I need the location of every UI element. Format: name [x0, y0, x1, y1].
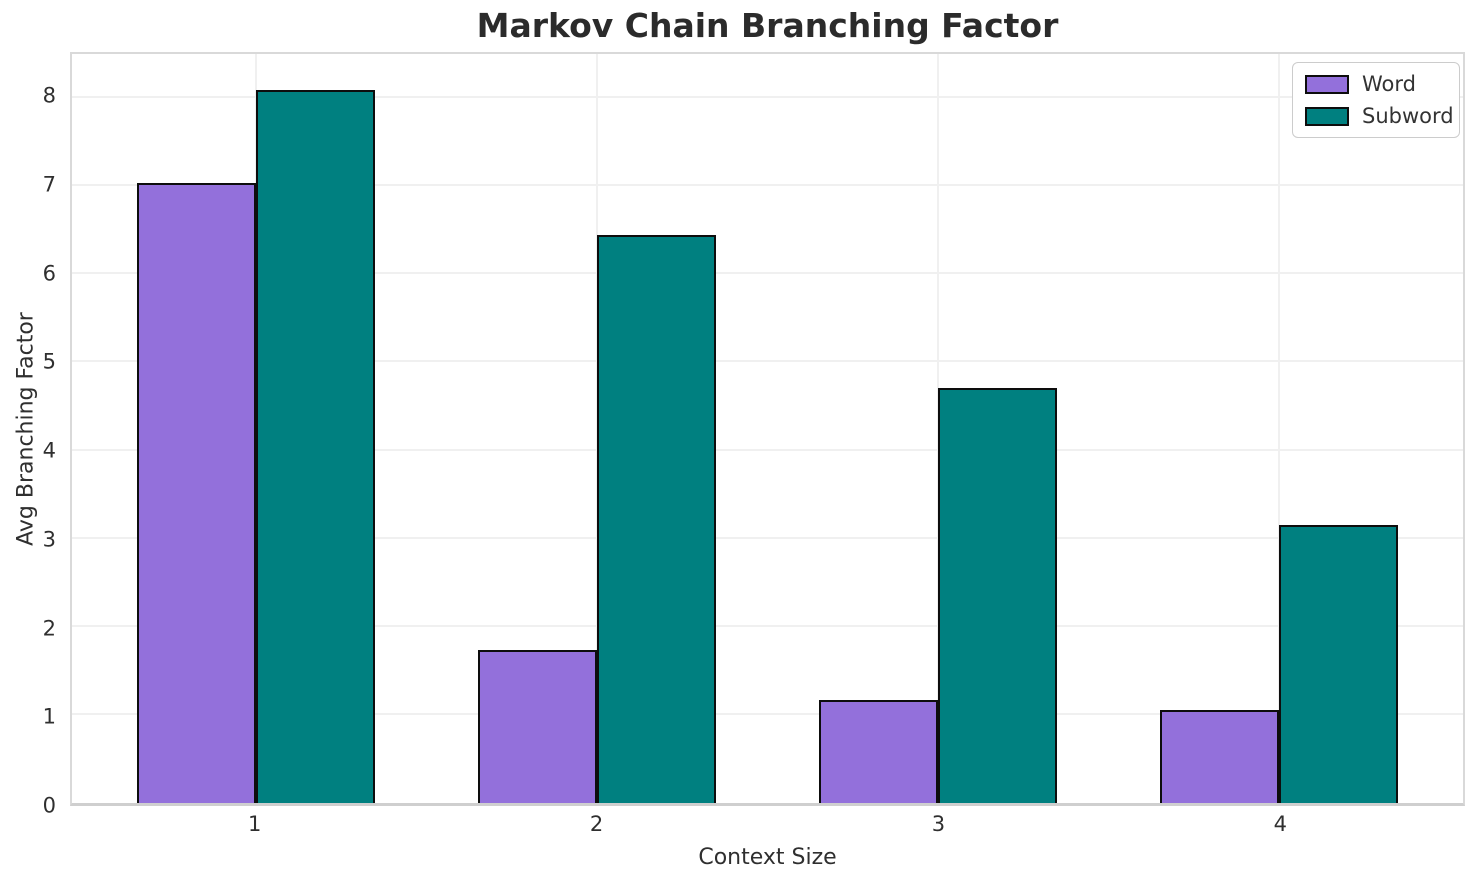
bar-word-4	[1159, 709, 1279, 803]
x-tick-label: 4	[1273, 812, 1288, 836]
y-gridline	[72, 96, 1463, 99]
chart-title: Markov Chain Branching Factor	[476, 6, 1059, 45]
x-tick-label: 2	[589, 812, 604, 836]
x-gridline	[1277, 54, 1280, 803]
legend-label-word: Word	[1362, 72, 1416, 96]
legend-item-subword: Subword	[1305, 104, 1454, 128]
x-tick-label: 1	[247, 812, 262, 836]
x-axis-label: Context Size	[698, 845, 837, 870]
plot-area	[70, 52, 1465, 806]
y-tick-label: 0	[42, 793, 56, 818]
bar-word-1	[136, 182, 257, 803]
legend-swatch-word	[1305, 74, 1349, 94]
y-gridline	[72, 448, 1463, 451]
bar-subword-1	[256, 90, 376, 803]
bar-word-2	[477, 649, 598, 803]
bar-subword-3	[937, 387, 1058, 803]
legend: Word Subword	[1292, 62, 1460, 138]
y-tick-label: 1	[42, 704, 56, 729]
y-gridline	[72, 624, 1463, 627]
y-tick-label: 6	[42, 261, 56, 286]
y-gridline	[72, 272, 1463, 275]
y-tick-label: 2	[42, 616, 56, 641]
y-gridline	[72, 360, 1463, 363]
y-tick-label: 5	[42, 349, 56, 374]
bar-subword-2	[597, 234, 717, 803]
y-tick-label: 7	[42, 172, 56, 197]
x-axis-ticks: 1 2 3 4	[70, 814, 1465, 842]
y-tick-label: 4	[42, 438, 56, 463]
y-gridline	[72, 536, 1463, 539]
legend-swatch-subword	[1305, 106, 1349, 126]
y-gridline	[72, 712, 1463, 715]
x-tick-label: 3	[931, 812, 946, 836]
bar-word-3	[818, 699, 938, 803]
y-tick-label: 8	[42, 83, 56, 108]
legend-label-subword: Subword	[1362, 104, 1454, 128]
bar-subword-4	[1278, 525, 1399, 803]
legend-item-word: Word	[1305, 72, 1447, 96]
y-tick-label: 3	[42, 527, 56, 552]
y-gridline	[72, 184, 1463, 187]
y-axis-ticks: 0 1 2 3 4 5 6 7 8	[0, 52, 56, 816]
